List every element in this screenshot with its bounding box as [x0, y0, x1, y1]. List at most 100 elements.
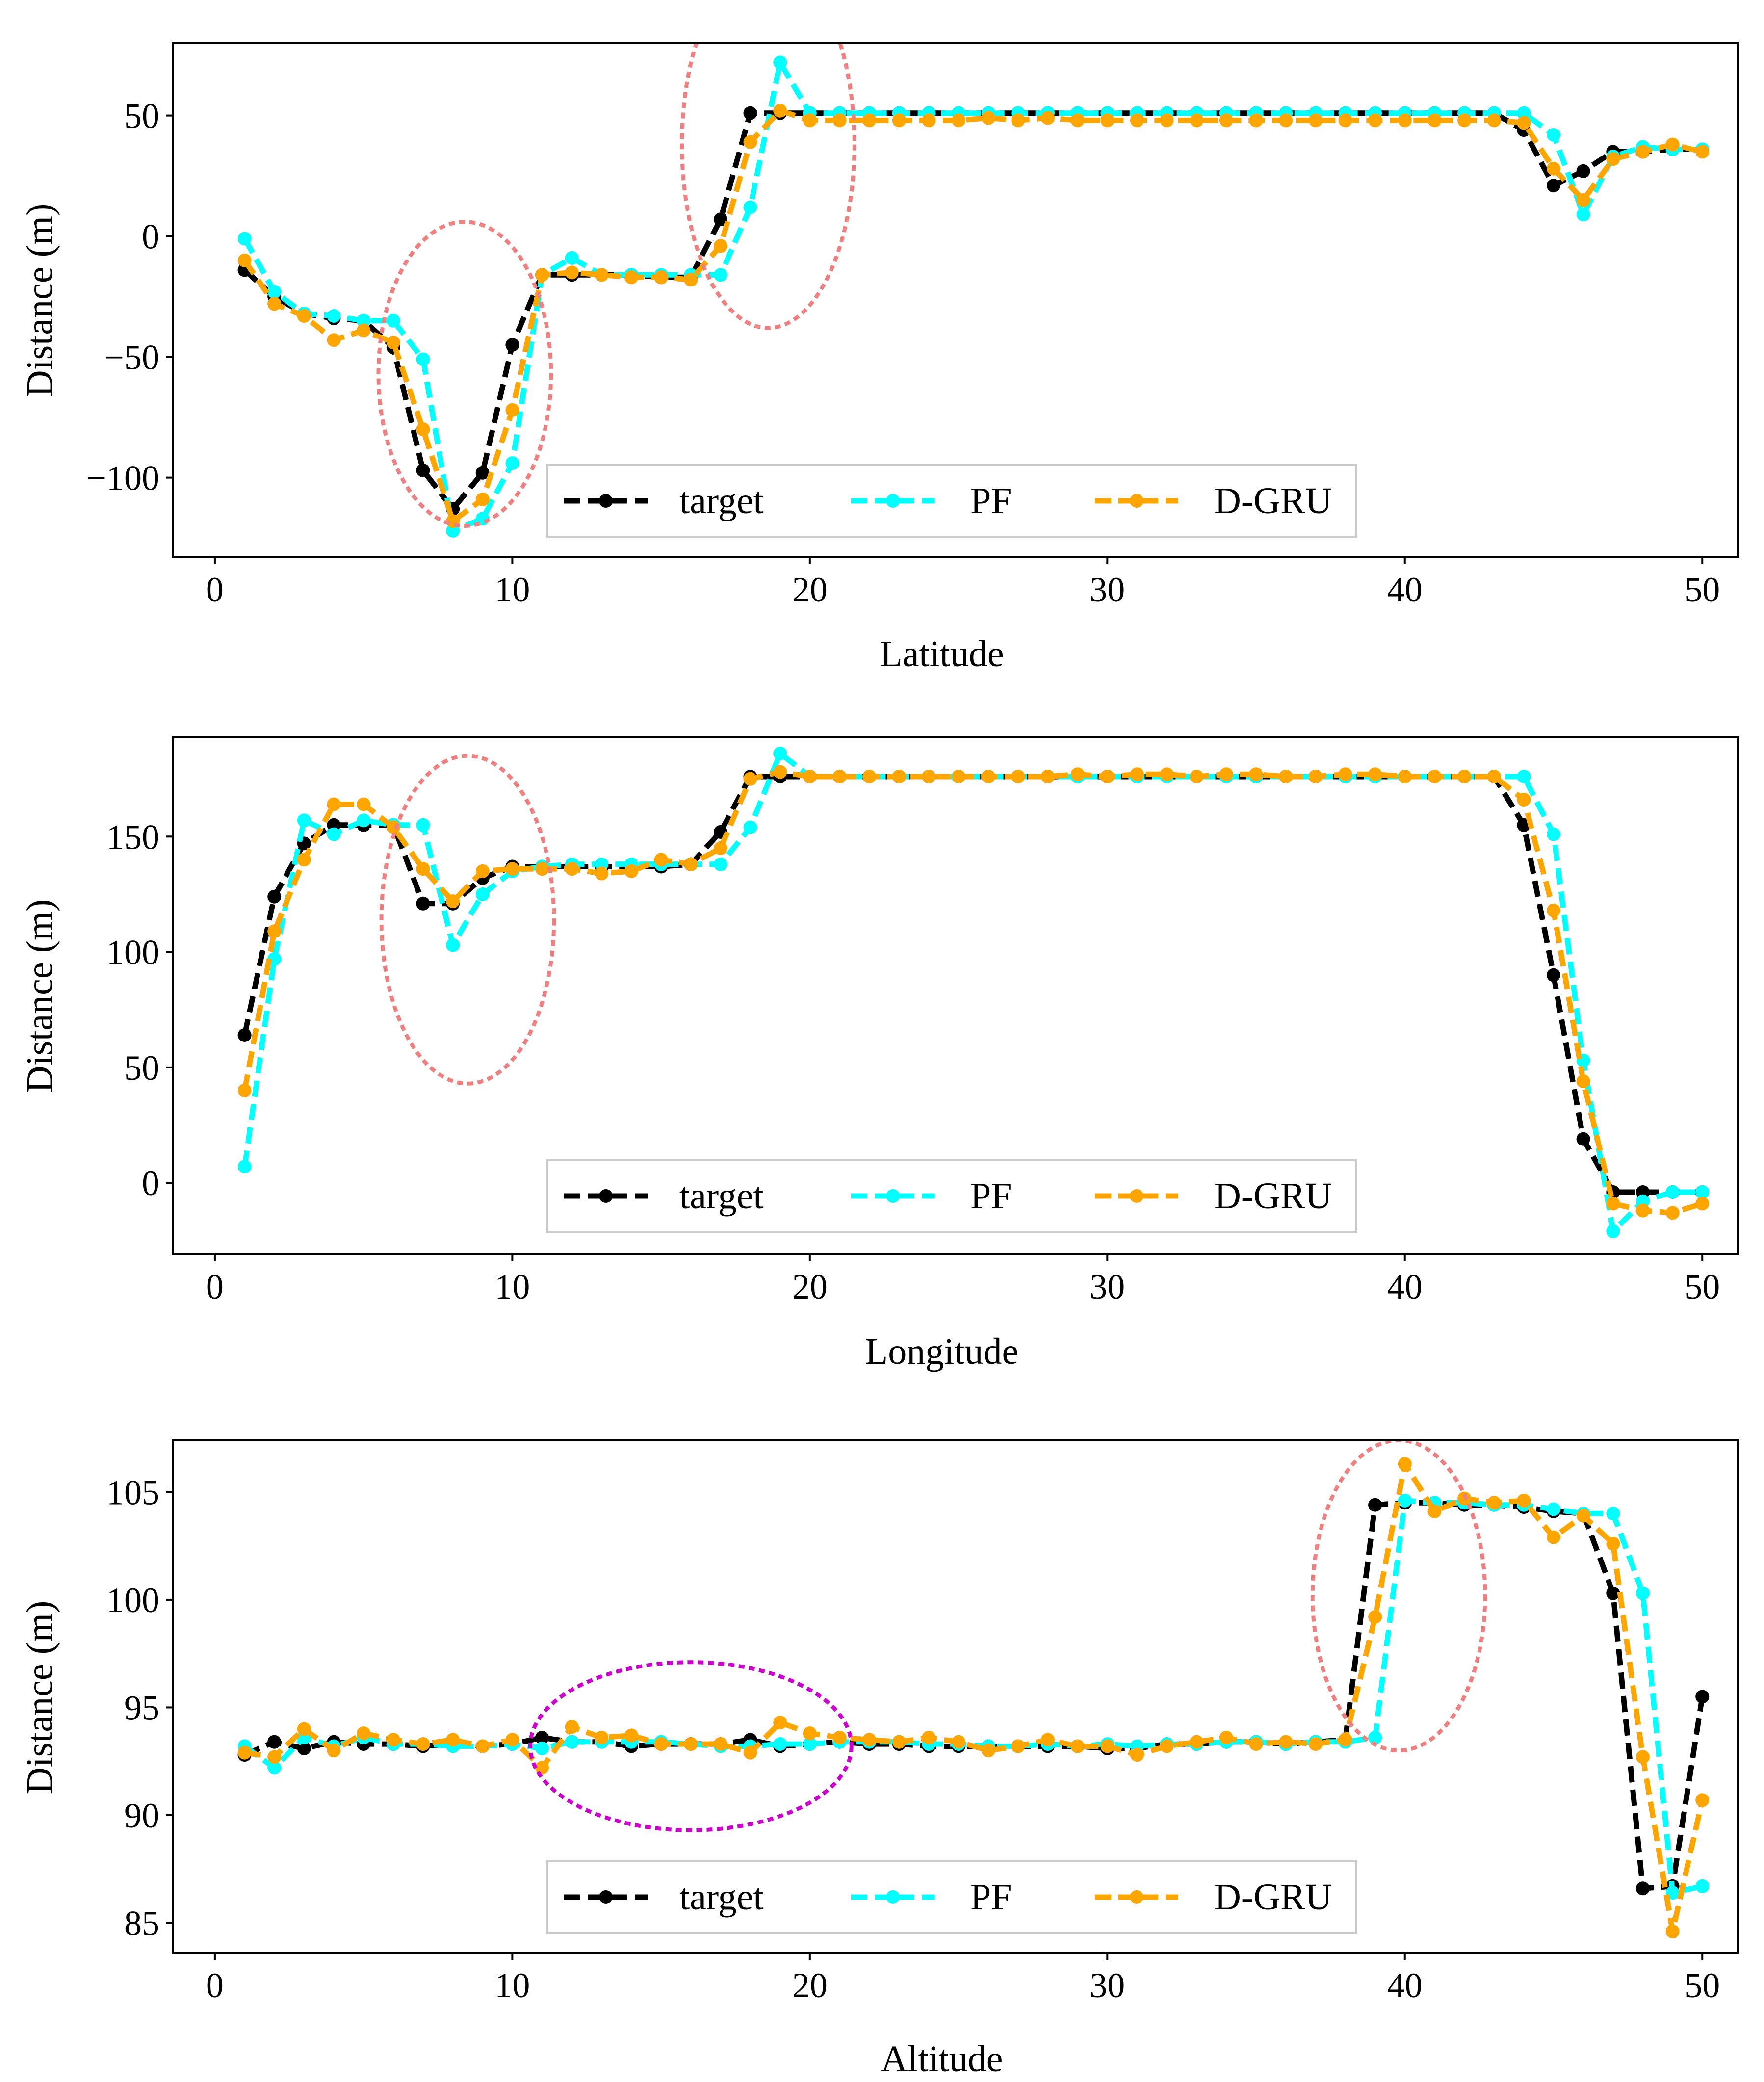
legend-box [546, 464, 1357, 538]
point-d-gru [595, 866, 609, 881]
latitude-ticks: 0 10 20 30 40 50 −100 −50 0 50 [86, 97, 1720, 609]
point-pf [505, 456, 519, 470]
point-d-gru [1130, 1748, 1144, 1762]
point-d-gru [297, 309, 311, 323]
legend-dgru-label: D-GRU [1214, 1876, 1332, 1918]
point-d-gru [1487, 113, 1501, 128]
point-d-gru [1070, 1739, 1085, 1753]
point-d-gru [1249, 1737, 1263, 1751]
point-d-gru [862, 770, 877, 783]
point-d-gru [1279, 113, 1293, 128]
point-target [713, 212, 727, 227]
point-d-gru [416, 862, 430, 876]
point-d-gru [1665, 137, 1680, 152]
point-target [743, 106, 757, 120]
point-d-gru [684, 1737, 698, 1751]
altitude-axes-frame [172, 1439, 1739, 1954]
point-d-gru [1041, 1733, 1055, 1747]
point-d-gru [1011, 770, 1025, 783]
point-d-gru [1160, 767, 1174, 781]
point-d-gru [1487, 770, 1501, 783]
legend-dgru-label: D-GRU [1214, 480, 1332, 521]
point-d-gru [505, 1733, 519, 1747]
point-pf [327, 309, 341, 323]
longitude-panel: 0 10 20 30 40 50 0 50 100 150 Longitude Distance … [19, 736, 1739, 1372]
y-tick-label: 90 [124, 1796, 159, 1835]
point-d-gru [1695, 1793, 1710, 1807]
point-d-gru [952, 770, 966, 783]
point-d-gru [1606, 1536, 1620, 1551]
point-d-gru [1219, 113, 1233, 128]
point-d-gru [1338, 113, 1352, 128]
x-tick-label: 20 [792, 1966, 828, 2005]
highlight-ellipse-red [376, 220, 553, 528]
point-d-gru [1606, 1197, 1620, 1211]
point-d-gru [1665, 1925, 1680, 1939]
latitude-plot-lines [237, 43, 1710, 538]
point-pf [743, 200, 757, 214]
altitude-panel: 0 10 20 30 40 50 85 90 95 100 105 Altitude Distanc… [19, 1439, 1739, 2080]
point-pf [1368, 1730, 1382, 1744]
point-d-gru [654, 270, 668, 285]
point-d-gru [267, 1750, 282, 1764]
point-d-gru [1130, 767, 1144, 781]
point-d-gru [1070, 113, 1085, 128]
point-pf [773, 746, 787, 760]
point-d-gru [1547, 161, 1560, 176]
legend-target-marker [599, 1189, 613, 1203]
point-pf [1547, 827, 1560, 841]
point-d-gru [1576, 1509, 1590, 1523]
highlight-ellipse-purple [528, 1660, 854, 1832]
point-d-gru [1011, 1739, 1025, 1753]
point-d-gru [952, 1735, 966, 1749]
point-d-gru [327, 333, 341, 347]
point-d-gru [595, 268, 609, 282]
point-d-gru [327, 1744, 341, 1758]
point-pf [773, 1737, 787, 1751]
point-pf [1635, 1586, 1650, 1600]
point-d-gru [862, 1733, 877, 1747]
highlight-ellipse-red [680, 43, 856, 330]
point-pf [446, 938, 460, 952]
point-d-gru [981, 1744, 995, 1758]
point-d-gru [1249, 113, 1263, 128]
point-d-gru [1695, 1197, 1710, 1211]
point-pf [713, 857, 727, 871]
x-tick-label: 0 [206, 1966, 224, 2005]
point-target [535, 1730, 549, 1744]
point-d-gru [803, 113, 817, 128]
point-target [505, 338, 519, 352]
point-d-gru [832, 113, 847, 128]
legend-target-label: target [679, 1175, 764, 1217]
altitude-xlabel: Altitude [881, 2038, 1003, 2080]
legend-target-label: target [679, 480, 764, 521]
point-pf [1517, 106, 1531, 120]
longitude-legend: target PF D-GRU [546, 1159, 1357, 1233]
point-d-gru [237, 1745, 252, 1760]
point-d-gru [1100, 113, 1115, 128]
altitude-legend: target PF D-GRU [546, 1860, 1357, 1934]
y-tick-label: 100 [106, 933, 159, 972]
point-target [416, 896, 430, 911]
point-pf [1547, 1502, 1560, 1516]
point-d-gru [1457, 770, 1472, 783]
point-pf [1695, 1879, 1710, 1893]
point-pf [1665, 1185, 1680, 1199]
point-pf [1606, 1507, 1620, 1521]
point-d-gru [475, 864, 490, 878]
longitude-axes-frame [172, 736, 1739, 1255]
longitude-plot-lines [237, 746, 1710, 1238]
point-pf [297, 813, 311, 828]
latitude-axes-frame [172, 42, 1739, 558]
x-tick-label: 30 [1090, 1267, 1125, 1306]
y-tick-label: 50 [124, 97, 159, 136]
legend-pf-label: PF [970, 1876, 1012, 1918]
y-tick-label: 150 [106, 817, 159, 857]
point-d-gru [1665, 1206, 1680, 1220]
point-pf [535, 1741, 549, 1755]
y-tick-label: −50 [104, 338, 159, 377]
legend-pf-marker [886, 1189, 900, 1203]
point-d-gru [1517, 1493, 1531, 1508]
point-target [237, 1028, 252, 1042]
point-pf [1517, 770, 1531, 783]
